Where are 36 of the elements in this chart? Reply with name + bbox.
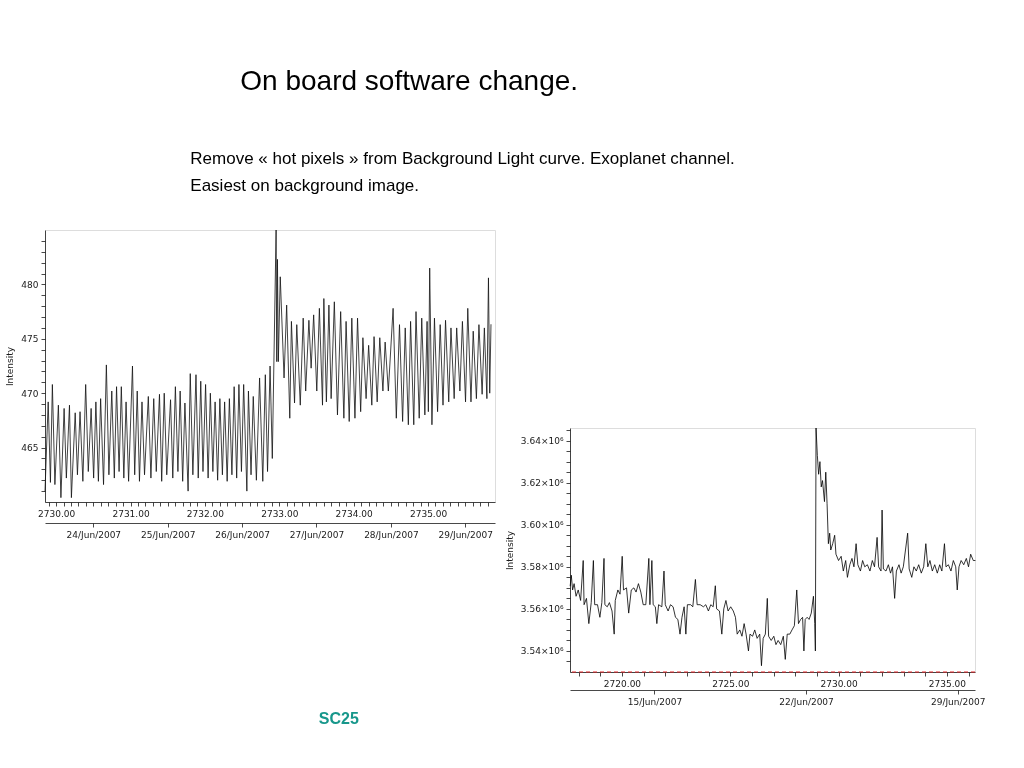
x-tick-label: 2732.00	[186, 508, 225, 519]
line-series	[569, 427, 976, 667]
x2-tick-label: 24/Jun/2007	[66, 529, 122, 540]
y-axis-title: Intensity	[504, 530, 515, 571]
x-tick-label: 2725.00	[712, 678, 750, 689]
x-tick-label: 2720.00	[603, 678, 642, 689]
x-tick-label: 2730.00	[820, 678, 858, 689]
x2-tick-label: 15/Jun/2007	[627, 696, 683, 707]
text: SC25	[318, 710, 359, 727]
y-tick-label: 480	[21, 279, 39, 290]
x-tick-label: 2735.00	[928, 678, 967, 689]
y-tick-label: 3.60×10⁶	[520, 520, 564, 531]
y-tick-label: 470	[21, 388, 39, 399]
y-tick-label: 3.56×10⁶	[520, 604, 564, 615]
chart-subtitle: Remove « hot pixels » from Background Light curve. Exoplanet channel. Easiest on background image.	[190, 149, 735, 196]
y-tick-label: 3.54×10⁶	[520, 646, 564, 657]
y-tick-label: 3.58×10⁶	[520, 562, 564, 573]
y-tick-label: 475	[21, 334, 39, 345]
x2-tick-label: 29/Jun/2007	[438, 529, 493, 540]
x-tick-label: 2733.00	[261, 508, 299, 519]
chart-title: On board software change.	[240, 65, 579, 97]
y-axis-title: Intensity	[5, 346, 16, 387]
x2-tick-label: 26/Jun/2007	[215, 529, 270, 540]
x-tick-label: 2734.00	[335, 508, 374, 519]
x2-tick-label: 25/Jun/2007	[140, 529, 196, 540]
y-tick-label: 465	[21, 443, 39, 454]
line-series	[44, 229, 492, 499]
y-tick-label: 3.64×10⁶	[520, 436, 564, 447]
x-tick-label: 2731.00	[112, 508, 150, 519]
x-tick-label: 2735.00	[409, 508, 448, 519]
x2-tick-label: 22/Jun/2007	[779, 696, 834, 707]
x-tick-label: 2730.00	[38, 508, 76, 519]
x2-tick-label: 27/Jun/2007	[289, 529, 345, 540]
x2-tick-label: 28/Jun/2007	[364, 529, 419, 540]
y-tick-label: 3.62×10⁶	[520, 478, 564, 489]
x2-tick-label: 29/Jun/2007	[930, 696, 986, 707]
